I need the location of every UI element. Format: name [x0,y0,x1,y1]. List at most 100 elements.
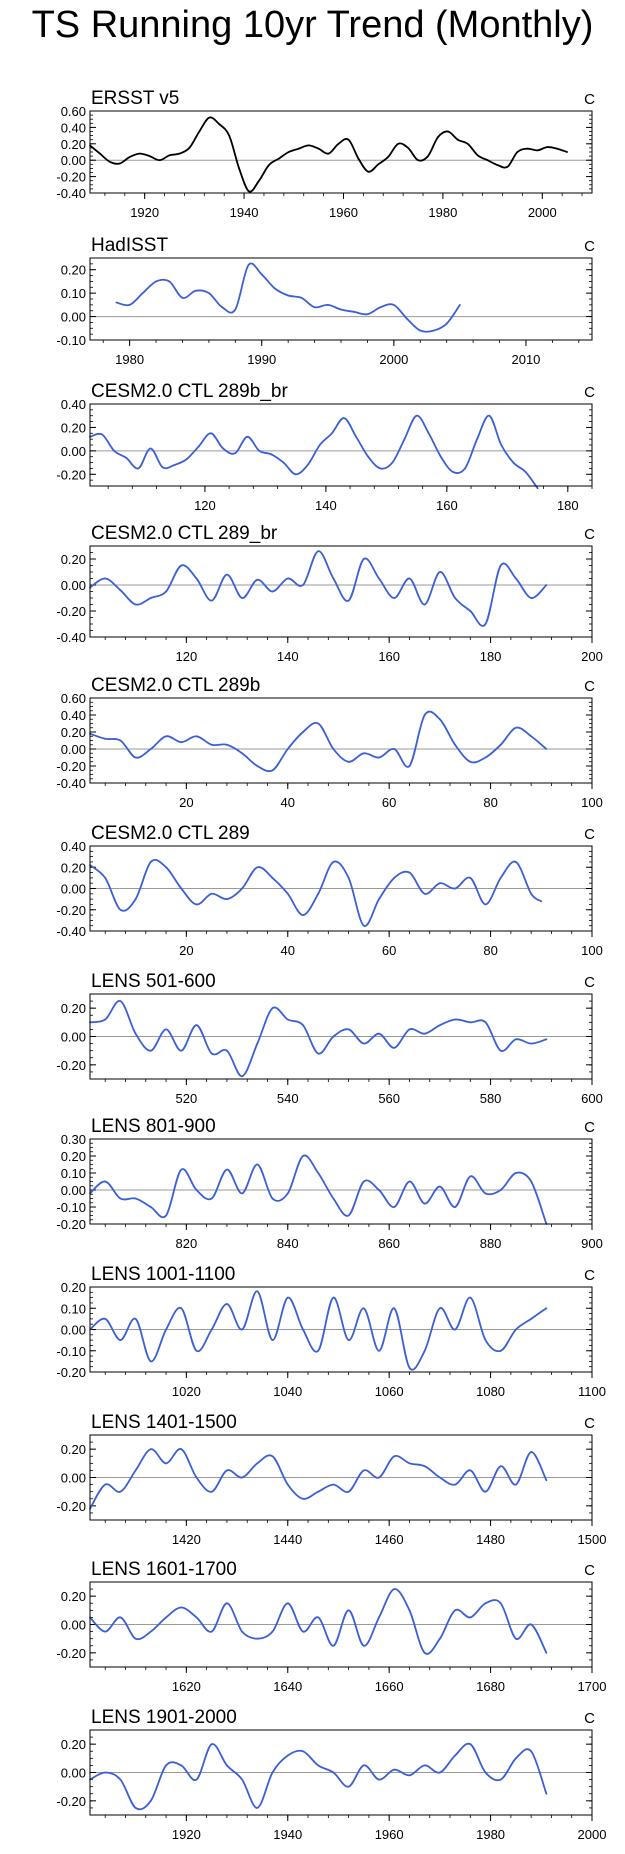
data-point [271,1455,274,1458]
data-point [378,756,380,759]
panel-title: LENS 1901-2000 [91,1707,237,1728]
data-point [476,438,478,440]
panel-title: LENS 1001-1100 [91,1264,235,1285]
x-tick-label: 1920 [172,1827,201,1842]
data-point [248,190,250,193]
x-tick-label: 1100 [578,1384,606,1399]
x-tick-label: 560 [378,1091,400,1106]
data-point [119,1616,122,1619]
data-point [488,414,491,417]
data-point [439,455,442,458]
data-point [397,142,400,145]
data-point [499,877,502,879]
data-point [407,147,409,149]
x-tick-label: 1980 [476,1827,505,1842]
data-point [198,130,201,133]
data-point [218,123,221,125]
panel-title: CESM2.0 CTL 289 [91,823,250,844]
data-point [165,1616,168,1619]
data-point [165,866,168,869]
data-point [149,597,152,599]
data-point [524,471,527,473]
data-point [332,577,335,580]
y-tick-label: 0.20 [61,420,86,435]
x-tick-label: 120 [175,649,197,664]
y-tick-label: 0.00 [61,1030,86,1045]
data-point [226,743,228,746]
data-point [271,769,274,772]
units-label: C [584,678,595,695]
y-tick-label: 0.10 [61,1166,86,1181]
data-point [99,152,101,155]
data-point [247,264,250,266]
data-point [427,155,429,158]
data-point [180,1307,183,1310]
data-point [180,564,183,567]
data-point [515,1637,517,1640]
x-tick-label: 580 [480,1091,502,1106]
data-point [499,1465,502,1468]
data-point [476,154,479,157]
data-point [545,1038,548,1041]
data-point [271,1007,274,1010]
data-point [454,1328,456,1331]
data-point [545,584,548,586]
data-point [317,1349,320,1352]
data-point [317,1052,320,1055]
data-point [149,1206,152,1208]
x-tick-label: 80 [483,795,497,810]
data-point [104,737,107,740]
data-point [226,573,228,576]
x-tick-label: 120 [194,498,216,513]
data-point [340,308,342,311]
data-point [256,1462,259,1465]
data-point [332,1483,335,1486]
data-point [408,1028,411,1031]
x-tick-label: 2000 [379,352,408,367]
data-point [484,903,487,906]
data-point [119,1778,122,1781]
data-point [347,1490,350,1493]
panel-title: CESM2.0 CTL 289_br [91,523,278,544]
x-tick-label: 60 [382,795,396,810]
data-point [327,152,330,155]
data-point [439,1185,441,1188]
data-point [256,578,259,581]
y-tick-label: -0.20 [56,604,86,619]
data-point [256,1290,259,1293]
x-tick-label: 820 [175,1236,197,1251]
data-point [256,866,259,869]
data-point [469,760,472,763]
data-point [226,898,228,900]
data-point [393,1046,396,1049]
y-tick-label: 0.30 [61,1132,86,1147]
data-point [515,1328,517,1331]
data-point [423,1032,426,1035]
units-label: C [584,974,595,991]
y-tick-label: -0.20 [56,1217,86,1232]
data-point [119,908,122,911]
data-point [302,1630,304,1633]
data-point [194,289,197,292]
data-point [210,892,213,895]
panel-title: LENS 1601-1700 [91,1559,237,1580]
units-label: C [584,1415,595,1432]
data-point [317,1172,320,1174]
data-point [347,599,350,602]
panel-title: ERSST v5 [91,88,179,109]
data-point [546,146,549,149]
data-point [439,1771,441,1774]
y-tick-label: -0.40 [56,186,86,201]
data-point [128,304,131,306]
series-line [89,116,568,193]
data-point [530,597,533,599]
data-point [268,164,270,167]
y-tick-label: 0.00 [61,1183,86,1198]
data-point [499,1049,502,1052]
data-point [195,1476,198,1479]
data-point [439,1307,441,1310]
data-point [119,1197,122,1200]
data-point [208,116,211,119]
data-point [530,1451,533,1453]
data-point [379,467,382,470]
